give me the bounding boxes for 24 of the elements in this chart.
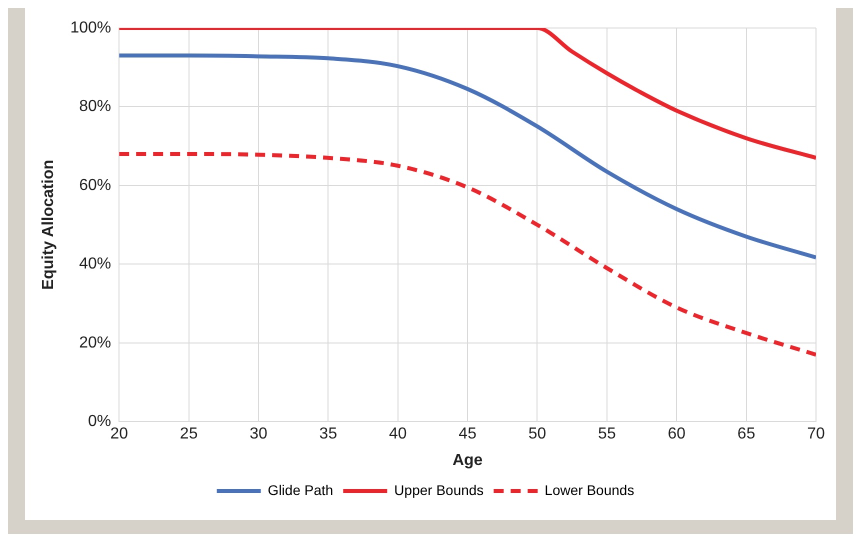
legend-label: Glide Path <box>268 482 334 498</box>
x-tick-label: 70 <box>807 426 825 443</box>
y-tick-label: 100% <box>70 19 112 36</box>
x-tick-label: 60 <box>668 426 686 443</box>
x-tick-label: 40 <box>388 426 407 443</box>
y-tick-label: 80% <box>79 98 112 116</box>
x-tick-label: 50 <box>528 426 546 443</box>
x-tick-label: 35 <box>319 426 338 443</box>
line-series <box>119 152 816 357</box>
x-tick-label: 25 <box>180 426 198 443</box>
y-tick-label: 60% <box>79 176 112 194</box>
x-tick-label: 65 <box>737 426 756 443</box>
y-tick-label: 0% <box>88 413 112 430</box>
y-tick-label: 20% <box>79 334 112 352</box>
x-axis-title: Age <box>452 452 483 469</box>
y-tick-label: 40% <box>79 256 112 273</box>
x-tick-label: 20 <box>110 426 128 443</box>
x-tick-label: 30 <box>250 426 268 443</box>
legend-label: Upper Bounds <box>394 482 484 498</box>
line-series <box>119 54 816 260</box>
y-axis-title: Equity Allocation <box>40 160 58 290</box>
x-tick-label: 45 <box>458 426 477 443</box>
x-tick-label: 55 <box>598 426 616 443</box>
legend-label: Lower Bounds <box>544 482 634 498</box>
